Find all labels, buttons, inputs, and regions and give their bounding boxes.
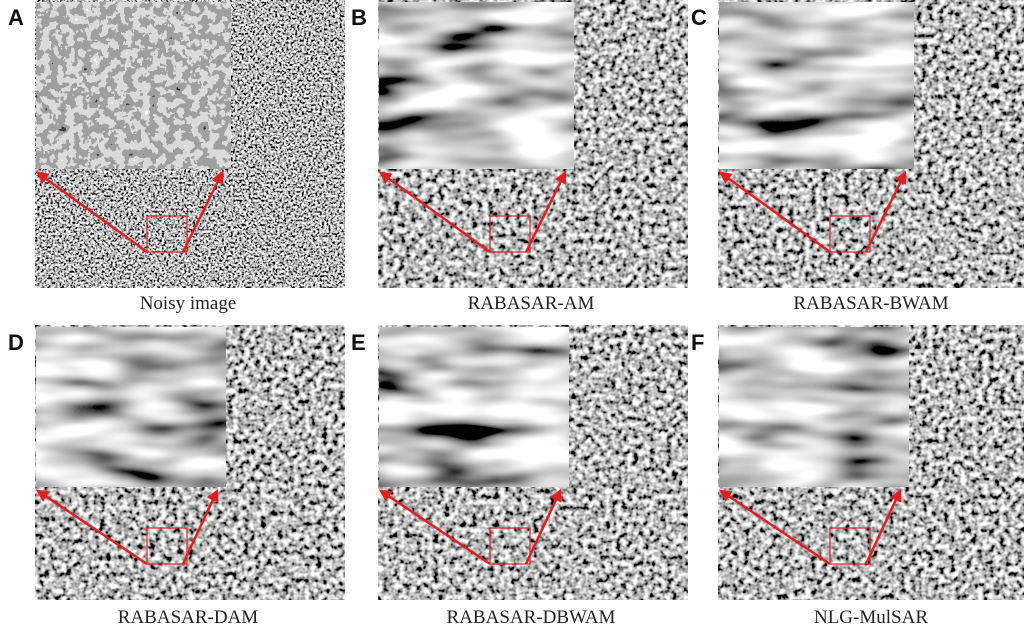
- panel-label: C: [691, 5, 707, 30]
- panel-caption: RABASAR-AM: [468, 293, 595, 314]
- panel-label: D: [8, 330, 24, 355]
- zoom-inset: [36, 327, 226, 487]
- panel: C RABASAR-BWAM: [691, 0, 1024, 314]
- panel: E RABASAR-DBWAM: [351, 325, 688, 628]
- panel: B RABASAR-AM: [351, 0, 688, 314]
- panel-label: F: [691, 330, 704, 355]
- panel-label: B: [351, 5, 367, 30]
- zoom-inset: [719, 327, 909, 487]
- panel-caption: RABASAR-DAM: [118, 607, 259, 628]
- figure: A Noisy image B RABASAR-AM C RABASAR-BWAM D RAB…: [0, 0, 1024, 637]
- panel: D RABASAR-DAM: [8, 325, 345, 628]
- panel-label: A: [8, 5, 24, 30]
- panel-label: E: [351, 330, 366, 355]
- panel: A Noisy image: [8, 0, 345, 314]
- panel: F NLG-MulSAR: [691, 325, 1024, 628]
- panel-caption: Noisy image: [140, 293, 237, 314]
- panel-caption: RABASAR-DBWAM: [447, 607, 616, 628]
- zoom-inset: [36, 2, 231, 169]
- panel-caption: RABASAR-BWAM: [793, 293, 948, 314]
- zoom-inset: [719, 2, 914, 169]
- zoom-inset: [379, 327, 569, 487]
- panel-caption: NLG-MulSAR: [814, 607, 928, 628]
- zoom-inset: [379, 2, 574, 169]
